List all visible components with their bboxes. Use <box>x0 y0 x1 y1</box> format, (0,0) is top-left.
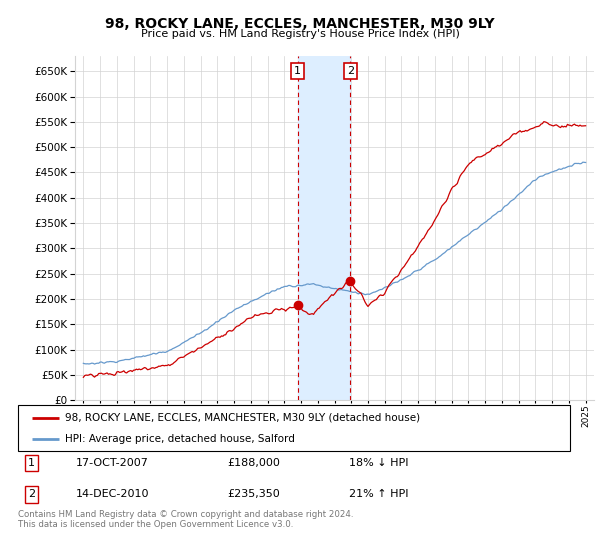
Text: 2: 2 <box>28 489 35 500</box>
Text: 98, ROCKY LANE, ECCLES, MANCHESTER, M30 9LY (detached house): 98, ROCKY LANE, ECCLES, MANCHESTER, M30 … <box>65 413 420 423</box>
Text: 21% ↑ HPI: 21% ↑ HPI <box>349 489 409 500</box>
Text: £188,000: £188,000 <box>228 458 281 468</box>
Bar <box>298 56 350 400</box>
Text: 98, ROCKY LANE, ECCLES, MANCHESTER, M30 9LY: 98, ROCKY LANE, ECCLES, MANCHESTER, M30 … <box>105 17 495 31</box>
Text: Price paid vs. HM Land Registry's House Price Index (HPI): Price paid vs. HM Land Registry's House … <box>140 29 460 39</box>
FancyBboxPatch shape <box>18 405 570 451</box>
Text: 14-DEC-2010: 14-DEC-2010 <box>76 489 149 500</box>
Text: £235,350: £235,350 <box>228 489 281 500</box>
Text: 1: 1 <box>28 458 35 468</box>
Text: 1: 1 <box>294 66 301 76</box>
Text: 17-OCT-2007: 17-OCT-2007 <box>76 458 149 468</box>
Text: 2: 2 <box>347 66 354 76</box>
Text: 18% ↓ HPI: 18% ↓ HPI <box>349 458 409 468</box>
Text: Contains HM Land Registry data © Crown copyright and database right 2024.
This d: Contains HM Land Registry data © Crown c… <box>18 510 353 529</box>
Text: HPI: Average price, detached house, Salford: HPI: Average price, detached house, Salf… <box>65 434 295 444</box>
